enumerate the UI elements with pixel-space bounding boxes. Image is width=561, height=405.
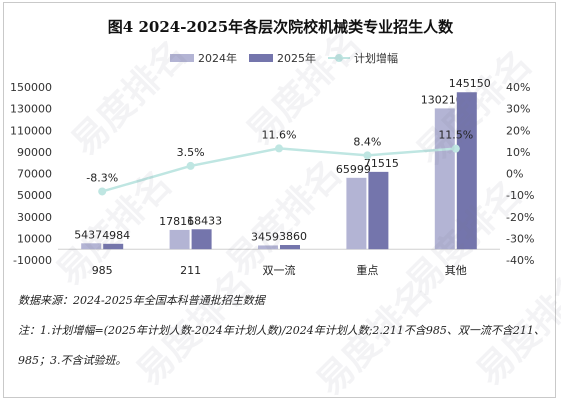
legend-item-2024: 2024年 bbox=[170, 50, 237, 66]
growth-point bbox=[98, 187, 107, 196]
bar-2025 bbox=[280, 245, 300, 250]
bar-2024 bbox=[169, 229, 190, 250]
growth-point bbox=[451, 144, 460, 153]
growth-point bbox=[363, 151, 372, 160]
legend-label-growth: 计划增幅 bbox=[354, 52, 398, 65]
legend-label-2025: 2025年 bbox=[277, 52, 316, 65]
bar-2025 bbox=[191, 229, 212, 250]
bar-value-label-2025: 4984 bbox=[102, 229, 130, 242]
bar-value-label-2024: 130210 bbox=[421, 93, 463, 106]
bar-2025 bbox=[456, 92, 477, 250]
y-left-tick-label: 50000 bbox=[17, 189, 52, 202]
growth-point bbox=[186, 161, 195, 170]
x-tick-label: 985 bbox=[92, 264, 113, 277]
y-right-tick-label: -40% bbox=[506, 254, 534, 267]
bar-2025 bbox=[103, 243, 124, 250]
legend-label-2024: 2024年 bbox=[198, 52, 237, 65]
y-left-tick-label: 30000 bbox=[17, 211, 52, 224]
y-right-tick-label: 30% bbox=[506, 103, 530, 116]
y-right-tick-label: 20% bbox=[506, 124, 530, 137]
y-right-tick-label: -30% bbox=[506, 232, 534, 245]
data-source-note: 数据来源：2024-2025年全国本科普通批招生数据 bbox=[18, 294, 265, 307]
bar-2024 bbox=[81, 243, 102, 250]
y-right-tick-label: 0% bbox=[506, 168, 523, 181]
bar-2025 bbox=[368, 171, 389, 250]
bar-value-label-2025: 71515 bbox=[364, 157, 399, 170]
legend-line-growth bbox=[328, 54, 350, 62]
x-tick-label: 重点 bbox=[356, 263, 378, 277]
growth-value-label: -8.3% bbox=[86, 171, 118, 184]
y-left-tick-label: 70000 bbox=[17, 168, 52, 181]
legend-item-2025: 2025年 bbox=[249, 50, 316, 66]
chart-legend: 2024年 2025年 计划增幅 bbox=[170, 50, 410, 66]
y-left-tick-label: 90000 bbox=[17, 146, 52, 159]
growth-point bbox=[275, 144, 283, 153]
growth-value-label: 8.4% bbox=[353, 135, 381, 148]
y-left-tick-label: 10000 bbox=[17, 232, 52, 245]
footnote-line-2: 985；3.不含试验班。 bbox=[18, 354, 127, 367]
x-tick-label: 双一流 bbox=[263, 263, 296, 277]
growth-line bbox=[101, 147, 456, 193]
bar-value-label-2025: 145150 bbox=[449, 77, 491, 90]
y-right-tick-label: -20% bbox=[506, 211, 534, 224]
legend-swatch-2024 bbox=[170, 54, 194, 62]
y-left-tick-label: -10000 bbox=[13, 254, 52, 267]
bar-2024 bbox=[258, 245, 278, 250]
legend-item-growth: 计划增幅 bbox=[328, 50, 398, 66]
y-right-tick-label: 10% bbox=[506, 146, 530, 159]
y-left-tick-label: 110000 bbox=[10, 124, 52, 137]
bar-value-label-2024: 65999 bbox=[336, 163, 371, 176]
x-tick-label: 其他 bbox=[445, 264, 467, 277]
bar-value-label-2024: 3459 bbox=[251, 230, 279, 243]
growth-value-label: 11.5% bbox=[438, 129, 473, 142]
y-left-tick-label: 150000 bbox=[10, 81, 52, 94]
y-left-tick-label: 130000 bbox=[10, 103, 52, 116]
x-tick-label: 211 bbox=[180, 264, 201, 277]
bar-value-label-2024: 17816 bbox=[159, 215, 194, 228]
y-right-tick-label: 40% bbox=[506, 81, 530, 94]
bar-value-label-2024: 5437 bbox=[74, 228, 102, 241]
chart-title: 图4 2024-2025年各层次院校机械类专业招生人数 bbox=[107, 18, 454, 36]
bar-value-label-2025: 3860 bbox=[279, 230, 307, 243]
legend-swatch-2025 bbox=[249, 54, 273, 62]
growth-value-label: 11.6% bbox=[262, 128, 297, 141]
bar-2024 bbox=[434, 108, 455, 250]
growth-value-label: 3.5% bbox=[177, 146, 205, 159]
y-right-tick-label: -10% bbox=[506, 189, 534, 202]
footnote-line-1: 注：1.计划增幅=(2025年计划人数-2024年计划人数)/2024年计划人数… bbox=[18, 324, 545, 337]
bar-value-label-2025: 18433 bbox=[187, 214, 222, 227]
bar-2024 bbox=[346, 177, 367, 250]
